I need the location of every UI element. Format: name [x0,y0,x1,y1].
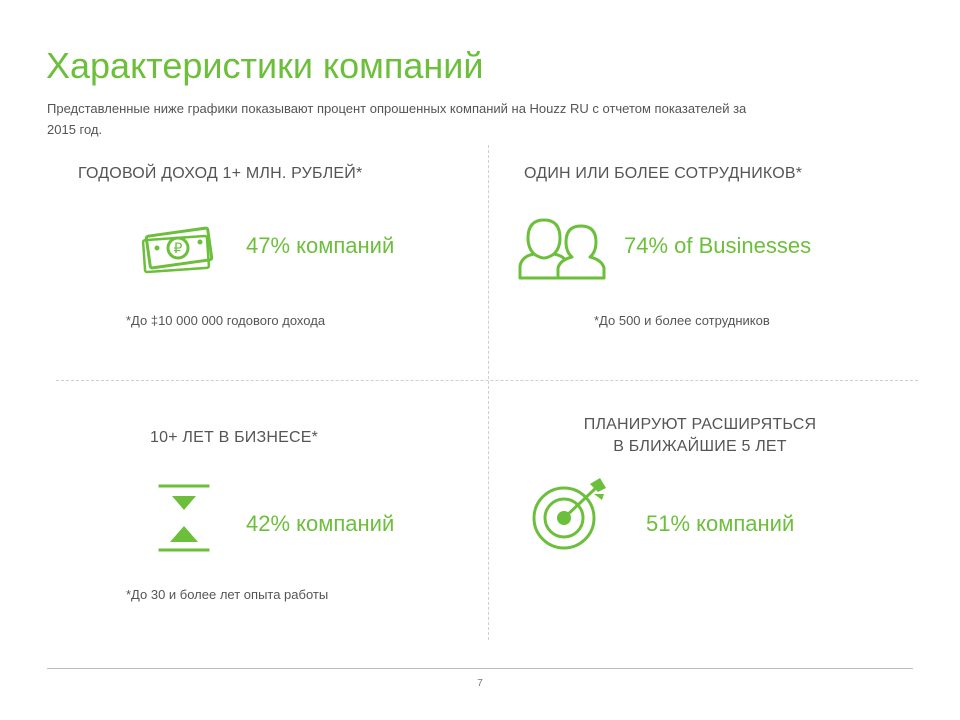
page-subtitle: Представленные ниже графики показывают п… [47,101,747,137]
employees-heading: ОДИН ИЛИ БОЛЕЕ СОТРУДНИКОВ* [524,165,803,182]
years-stat: 42% компаний [246,511,395,536]
hourglass-icon [158,484,210,552]
horizontal-divider [56,380,918,381]
revenue-stat: 47% компаний [246,233,395,258]
expansion-heading-line1: ПЛАНИРУЮТ РАСШИРЯТЬСЯ [583,416,817,433]
expansion-heading-line2: В БЛИЖАЙШИЕ 5 ЛЕТ [613,438,787,455]
page-title: Характеристики компаний [46,45,484,86]
target-icon [532,478,606,550]
revenue-heading: ГОДОВОЙ ДОХОД 1+ МЛН. РУБЛЕЙ* [78,165,363,182]
revenue-note: *До ‡10 000 000 годового дохода [126,313,326,328]
expansion-heading: ПЛАНИРУЮТ РАСШИРЯТЬСЯ В БЛИЖАЙШИЕ 5 ЛЕТ [540,414,860,458]
expansion-stat: 51% компаний [646,511,795,536]
employees-note: *До 500 и более сотрудников [594,313,770,328]
years-heading: 10+ ЛЕТ В БИЗНЕСЕ* [150,429,319,446]
svg-text:₽: ₽ [174,241,183,257]
page-number: 7 [477,678,483,689]
footer-divider [47,668,913,669]
employees-stat: 74% of Businesses [624,233,812,258]
money-icon: ₽ [141,226,214,274]
vertical-divider [488,145,489,640]
years-note: *До 30 и более лет опыта работы [126,587,329,602]
people-icon [518,218,606,280]
